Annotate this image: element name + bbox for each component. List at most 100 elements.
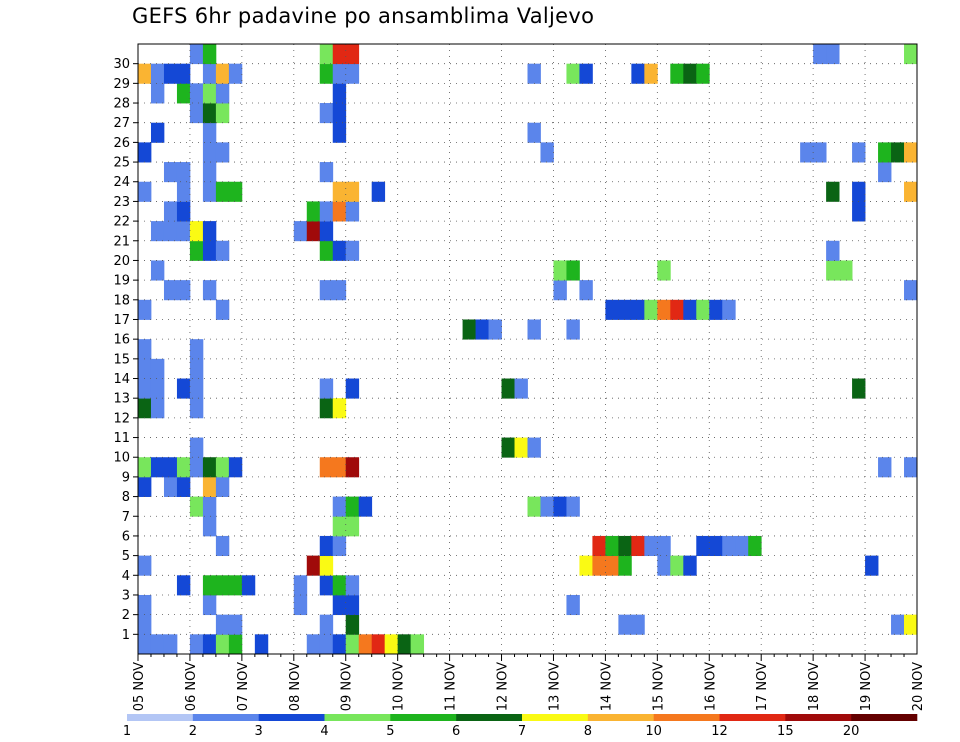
heatmap-cell (202, 83, 217, 104)
heatmap-cell (345, 457, 360, 478)
heatmap-cell (618, 535, 632, 557)
heatmap-cell (488, 319, 502, 340)
heatmap-cell (319, 280, 334, 301)
heatmap-cell (358, 634, 373, 655)
heatmap-cell (189, 339, 204, 360)
x-tick-label: 07 NOV (236, 662, 251, 711)
heatmap-cell (176, 83, 191, 104)
heatmap-cell (644, 63, 658, 84)
colorbar-label: 5 (386, 724, 394, 739)
heatmap-cell (163, 201, 178, 222)
y-tick-label: 3 (122, 588, 130, 603)
y-tick-label: 5 (122, 549, 130, 564)
heatmap-cell (371, 634, 386, 655)
heatmap-cell (904, 280, 918, 301)
heatmap-cell (176, 280, 191, 301)
heatmap-cell (579, 280, 593, 301)
heatmap-cell (319, 221, 334, 242)
heatmap-cell (138, 614, 152, 635)
heatmap-cell (345, 240, 360, 261)
heatmap-cell (150, 83, 165, 104)
heatmap-cell (202, 516, 217, 537)
heatmap-cell (138, 63, 152, 84)
heatmap-cell (293, 221, 308, 242)
heatmap-cell (306, 634, 321, 655)
heatmap-cell (215, 535, 230, 557)
heatmap-cell (501, 437, 515, 458)
heatmap-cell (202, 221, 217, 242)
heatmap-cell (215, 575, 230, 596)
heatmap-cell (683, 63, 697, 84)
colorbar-label: 6 (452, 724, 460, 739)
heatmap-cell (176, 575, 191, 596)
heatmap-cell (644, 299, 658, 320)
heatmap-cell (345, 594, 360, 616)
heatmap-cell (163, 63, 178, 84)
heatmap-cell (332, 122, 347, 143)
heatmap-cell (202, 122, 217, 143)
heatmap-cell (904, 44, 918, 65)
heatmap-cell (657, 555, 671, 576)
heatmap-cell (138, 181, 152, 202)
colorbar-swatch (522, 714, 589, 721)
heatmap-cell (332, 83, 347, 104)
heatmap-cell (189, 437, 204, 458)
heatmap-cell (215, 63, 230, 84)
heatmap-cell (527, 496, 541, 517)
y-tick-label: 2 (122, 608, 130, 623)
heatmap-cell (631, 63, 645, 84)
heatmap-cell (345, 181, 360, 202)
heatmap-cell (202, 496, 217, 517)
heatmap-cell (202, 103, 217, 124)
x-tick-label: 16 NOV (703, 662, 718, 711)
y-tick-label: 17 (113, 313, 130, 328)
heatmap-cell (138, 634, 152, 655)
y-tick-label: 23 (113, 195, 130, 210)
chart-title: GEFS 6hr padavine po ansamblima Valjevo (132, 4, 595, 28)
heatmap-cell (215, 457, 230, 478)
heatmap-cell (826, 260, 840, 281)
heatmap-cell (202, 575, 217, 596)
heatmap-cell (176, 181, 191, 202)
heatmap-cells (138, 44, 918, 655)
heatmap-cell (176, 457, 191, 478)
heatmap-cell (475, 319, 489, 340)
heatmap-cell (540, 142, 554, 163)
heatmap-cell (163, 634, 178, 655)
heatmap-cell (618, 555, 632, 576)
heatmap-cell (878, 457, 892, 478)
heatmap-cell (319, 378, 334, 399)
heatmap-cell (176, 63, 191, 84)
heatmap-cell (215, 142, 230, 163)
heatmap-cell (189, 457, 204, 478)
heatmap-cell (657, 299, 671, 320)
heatmap-cell (553, 496, 567, 517)
y-tick-label: 29 (113, 77, 130, 92)
heatmap-cell (138, 457, 152, 478)
heatmap-cell (566, 260, 580, 281)
heatmap-cell (618, 614, 632, 635)
heatmap-cell (189, 44, 204, 65)
heatmap-cell (605, 555, 619, 576)
heatmap-cell (852, 378, 866, 399)
heatmap-cell (579, 555, 593, 576)
heatmap-cell (176, 378, 191, 399)
heatmap-cell (631, 535, 645, 557)
y-tick-label: 11 (113, 431, 130, 446)
heatmap-cell (228, 63, 243, 84)
heatmap-cell (566, 594, 580, 616)
heatmap-cell (332, 398, 347, 419)
heatmap-cell (202, 181, 217, 202)
heatmap-cell (138, 358, 152, 379)
heatmap-cell (306, 221, 321, 242)
heatmap-cell (150, 63, 165, 84)
colorbar-label: 20 (843, 724, 860, 739)
colorbar-label: 10 (645, 724, 662, 739)
y-tick-label: 16 (113, 333, 130, 348)
colorbar-label: 1 (123, 724, 131, 739)
heatmap-cell (722, 535, 736, 557)
heatmap-cell (670, 299, 684, 320)
colorbar-swatch (587, 714, 654, 721)
heatmap-cell (566, 63, 580, 84)
y-tick-label: 7 (122, 510, 130, 525)
